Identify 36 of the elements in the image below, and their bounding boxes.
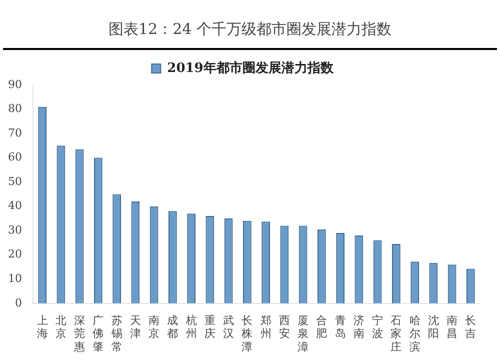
x-tick-label: 北京 <box>55 314 66 340</box>
y-tick-label: 10 <box>8 272 22 285</box>
x-tick-label: 成都 <box>167 314 178 340</box>
x-tick-label: 厦泉漳 <box>298 314 309 354</box>
y-tick-label: 0 <box>14 296 22 310</box>
x-tick-label: 南京 <box>148 314 160 340</box>
y-tick-label: 50 <box>8 174 22 188</box>
x-tick-label: 南昌 <box>446 314 458 340</box>
y-tick-label: 40 <box>8 199 22 212</box>
x-tick-label: 青岛 <box>334 314 346 340</box>
x-tick-label: 西安 <box>278 314 290 340</box>
x-tick-label: 广佛肇 <box>92 314 104 354</box>
x-tick-label: 长株潭 <box>240 314 253 354</box>
x-tick-label: 天津 <box>130 314 141 340</box>
x-tick-label: 哈尔滨 <box>409 314 420 354</box>
x-tick-label: 上海 <box>36 314 48 340</box>
y-tick-label: 60 <box>8 150 22 164</box>
x-tick-label: 重庆 <box>204 314 216 340</box>
y-tick-label: 30 <box>8 223 22 236</box>
chart-title: 图表12：24 个千万级都市圈发展潜力指数 <box>108 20 392 39</box>
x-tick-label: 深莞惠 <box>73 314 86 354</box>
x-tick-label: 杭州 <box>184 314 197 340</box>
x-tick-label: 石家庄 <box>390 314 402 354</box>
x-tick-label: 苏锡常 <box>110 314 122 354</box>
x-tick-label: 长吉 <box>465 314 476 340</box>
y-tick-label: 90 <box>8 78 22 91</box>
y-tick-label: 70 <box>8 126 22 140</box>
y-tick-label: 20 <box>8 248 22 261</box>
x-tick-label: 合肥 <box>316 314 328 340</box>
legend-label: 2019年都市圈发展潜力指数 <box>167 60 334 76</box>
x-tick-label: 宁波 <box>372 314 384 340</box>
x-tick-label: 济南 <box>353 314 364 340</box>
x-tick-label: 沈阳 <box>428 314 439 340</box>
y-tick-label: 80 <box>8 102 22 116</box>
x-tick-label: 郑州 <box>260 314 272 340</box>
x-tick-label: 武汉 <box>223 314 234 340</box>
